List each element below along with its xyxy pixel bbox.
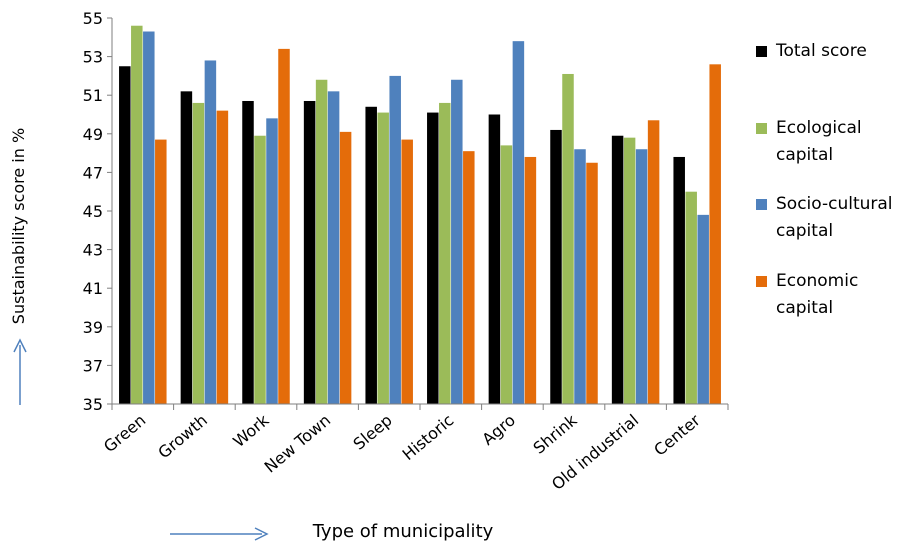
x-axis-arrow-head bbox=[254, 527, 269, 541]
x-tick-label: New Town bbox=[261, 411, 335, 477]
bar-socio-cultural-capital-shrink bbox=[574, 149, 586, 404]
y-tick-label: 51 bbox=[83, 86, 103, 105]
bar-total-score-new-town bbox=[303, 100, 316, 405]
bar-ecological-capital-historic bbox=[439, 102, 451, 405]
bar-total-score-old-industrial bbox=[611, 135, 624, 405]
bar-socio-cultural-capital-sleep bbox=[389, 75, 401, 405]
legend-label-ecological-capital: Ecological capital bbox=[776, 118, 862, 165]
bar-total-score-historic bbox=[427, 112, 439, 404]
bar-socio-cultural-capital-agro bbox=[512, 41, 525, 404]
bar-ecological-capital-new-town bbox=[315, 79, 328, 404]
bar-ecological-capital-center bbox=[685, 191, 697, 404]
bar-total-score-work bbox=[242, 100, 254, 405]
x-tick-label: Growth bbox=[154, 411, 211, 463]
y-tick-label: 53 bbox=[83, 48, 103, 67]
x-tick-label: Center bbox=[650, 410, 704, 459]
bar-total-score-center bbox=[673, 156, 685, 404]
bar-ecological-capital-old-industrial bbox=[623, 137, 636, 404]
bar-socio-cultural-capital-old-industrial bbox=[635, 149, 648, 404]
bar-economic-capital-work bbox=[278, 48, 290, 404]
x-tick-label: Agro bbox=[478, 411, 519, 449]
y-tick-label: 41 bbox=[83, 279, 103, 298]
y-axis-label: Sustainability score in % bbox=[9, 128, 28, 324]
bar-total-score-green bbox=[119, 66, 131, 404]
bar-economic-capital-agro bbox=[524, 156, 537, 404]
bar-economic-capital-center bbox=[709, 64, 721, 404]
legend-swatch-socio-cultural-capital bbox=[756, 199, 767, 210]
axis-titles: Sustainability score in % Type of munici… bbox=[9, 128, 494, 542]
x-axis-label: Type of municipality bbox=[312, 521, 494, 542]
bar-total-score-shrink bbox=[550, 129, 562, 404]
y-tick-label: 45 bbox=[83, 202, 103, 221]
bar-economic-capital-shrink bbox=[586, 162, 598, 404]
y-tick-label: 39 bbox=[83, 318, 103, 337]
x-tick-label: Green bbox=[100, 411, 149, 457]
bar-ecological-capital-growth bbox=[192, 102, 205, 405]
x-tick-label: Historic bbox=[399, 411, 458, 465]
legend-label-socio-cultural-capital: Socio-cultural capital bbox=[776, 194, 893, 241]
legend-swatch-economic-capital bbox=[756, 276, 767, 287]
y-tick-label: 35 bbox=[83, 395, 103, 414]
bar-ecological-capital-work bbox=[254, 135, 266, 405]
bar-total-score-growth bbox=[180, 91, 193, 404]
legend-label-economic-capital: Economic capital bbox=[776, 271, 858, 318]
bar-socio-cultural-capital-historic bbox=[451, 79, 463, 404]
bar-ecological-capital-green bbox=[131, 25, 143, 404]
legend-swatch-ecological-capital bbox=[756, 123, 767, 134]
bar-socio-cultural-capital-green bbox=[143, 31, 155, 404]
bar-economic-capital-historic bbox=[463, 151, 475, 404]
legend: Total score Ecological capital Socio-cultur… bbox=[756, 41, 893, 318]
bar-economic-capital-old-industrial bbox=[647, 120, 660, 404]
bar-economic-capital-growth bbox=[216, 110, 229, 404]
y-tick-label: 55 bbox=[83, 9, 103, 28]
y-axis-arrow-head bbox=[13, 338, 27, 353]
legend-label-total-score: Total score bbox=[775, 41, 867, 61]
bar-economic-capital-sleep bbox=[401, 139, 413, 404]
bar-socio-cultural-capital-center bbox=[697, 214, 709, 404]
legend-swatch-total-score bbox=[756, 46, 767, 57]
bar-ecological-capital-sleep bbox=[377, 112, 389, 404]
bar-economic-capital-new-town bbox=[339, 131, 352, 404]
bar-total-score-agro bbox=[488, 114, 501, 404]
bars-layer bbox=[119, 25, 721, 405]
bar-socio-cultural-capital-growth bbox=[204, 60, 217, 405]
bar-ecological-capital-shrink bbox=[562, 73, 574, 404]
x-tick-label: Sleep bbox=[350, 411, 396, 454]
x-tick-label: Shrink bbox=[529, 410, 581, 458]
y-tick-label: 49 bbox=[83, 125, 103, 144]
y-tick-label: 47 bbox=[83, 163, 103, 182]
bar-ecological-capital-agro bbox=[500, 145, 513, 404]
x-tick-label: Work bbox=[229, 410, 273, 451]
y-tick-label: 37 bbox=[83, 356, 103, 375]
bar-socio-cultural-capital-work bbox=[266, 118, 278, 405]
y-tick-label: 43 bbox=[83, 241, 103, 260]
bar-economic-capital-green bbox=[155, 139, 167, 404]
bar-total-score-sleep bbox=[365, 106, 377, 404]
bar-socio-cultural-capital-new-town bbox=[327, 91, 340, 404]
